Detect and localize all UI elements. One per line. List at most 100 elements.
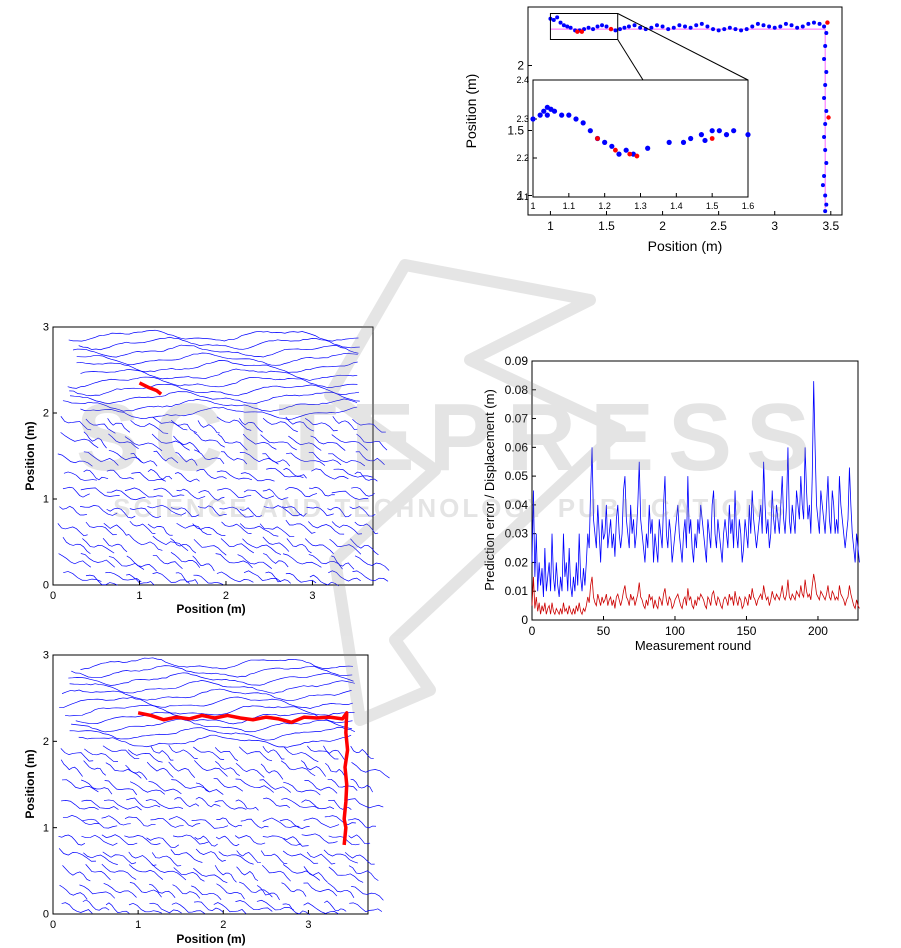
- trajectory-line: [128, 864, 164, 880]
- inset-estimate-point: [731, 128, 737, 134]
- trajectory-line: [103, 522, 130, 536]
- trajectory-line: [256, 899, 294, 911]
- trajectory-line: [105, 762, 142, 779]
- trajectory-line: [197, 505, 227, 517]
- trajectory-line: [239, 507, 262, 518]
- trajectory-line: [148, 883, 176, 898]
- trajectory-line: [59, 884, 88, 900]
- trajectory-line: [198, 490, 225, 501]
- trajectory-line: [331, 521, 362, 535]
- highlight-line: [138, 381, 163, 396]
- trajectory-line: [62, 865, 91, 882]
- trajectory-line: [82, 538, 115, 554]
- trajectory-line: [216, 883, 245, 900]
- x-tick-label: 1.3: [634, 201, 647, 211]
- trajectory-line: [168, 745, 198, 759]
- trajectory-line: [285, 519, 316, 534]
- trajectory-line: [104, 780, 138, 796]
- trajectory-line: [60, 748, 94, 762]
- inset-estimate-point: [723, 132, 730, 138]
- trajectory-line: [129, 882, 162, 898]
- inset-truth-point: [634, 153, 640, 159]
- trajectory-line: [350, 538, 379, 556]
- trajectory-line: [354, 521, 379, 535]
- trajectory-line: [103, 882, 137, 898]
- trajectory-line: [307, 745, 339, 760]
- zoom-box: [549, 13, 619, 40]
- y-tick-label: 0.06: [505, 440, 529, 454]
- trajectory-line: [129, 534, 163, 551]
- estimate-point: [677, 23, 682, 28]
- trajectory-line: [235, 799, 259, 811]
- inset-estimate-point: [702, 137, 708, 144]
- estimate-point: [767, 24, 772, 29]
- x-tick-label: 1: [136, 590, 142, 602]
- trajectory-line: [124, 835, 161, 845]
- estimate-point: [744, 27, 749, 32]
- x-tick-label: 3.5: [822, 219, 839, 233]
- y-tick-label: 0.01: [505, 584, 529, 598]
- estimate-point: [671, 25, 676, 30]
- trajectory-line: [221, 521, 252, 534]
- estimate-point: [604, 24, 609, 29]
- estimate-point: [806, 21, 811, 26]
- trajectory-line: [304, 780, 338, 794]
- trajectory-line: [147, 504, 187, 516]
- trajectory-line: [328, 866, 364, 883]
- estimate-point: [772, 25, 777, 30]
- trajectory-line: [323, 849, 358, 864]
- tick-marks: 1 1.5 2 2.5 3 3.5 1 1.5 2: [507, 59, 839, 234]
- trajectory-line: [174, 797, 200, 808]
- trajectory-line: [80, 487, 120, 497]
- trajectory-line: [354, 471, 378, 482]
- trajectory-line: [217, 433, 248, 451]
- trajectory-line: [106, 469, 134, 480]
- trajectory-line: [150, 746, 174, 761]
- trajectory-line: [128, 902, 162, 914]
- trajectory-line: [192, 523, 226, 536]
- estimate-point: [824, 109, 829, 113]
- y-axis-label: Position (m): [23, 749, 37, 818]
- trajectory-line: [328, 570, 361, 582]
- trajectory-line: [350, 778, 373, 793]
- trajectory-line: [81, 834, 118, 846]
- trajectory-line: [235, 778, 274, 793]
- x-tick-label: 1.4: [670, 201, 683, 211]
- trajectory-line: [57, 523, 88, 537]
- y-tick-label: 0.02: [505, 555, 529, 569]
- trajectory-line: [303, 866, 328, 883]
- trajectory-line: [69, 680, 355, 694]
- trajectory-line: [70, 391, 360, 404]
- trajectory-line: [325, 762, 348, 779]
- inset-estimate-point: [609, 143, 615, 149]
- trajectory-line: [282, 553, 322, 568]
- trajectory-line: [71, 665, 353, 678]
- trajectory-line: [83, 760, 106, 776]
- trajectory-line: [108, 433, 139, 450]
- trajectory-line: [152, 416, 188, 431]
- trajectory-line: [60, 759, 83, 777]
- zoom-connector: [617, 39, 644, 81]
- trajectory-line: [280, 760, 316, 777]
- trajectory-line: [172, 834, 209, 845]
- estimate-point: [705, 24, 710, 29]
- trajectory-line: [216, 817, 243, 828]
- trajectory-line: [83, 469, 109, 481]
- trajectory-line: [219, 506, 254, 518]
- x-tick-label: 200: [808, 624, 828, 638]
- truth-point: [579, 29, 585, 34]
- y-tick-label: 0.08: [505, 383, 529, 397]
- trajectory-line: [151, 863, 187, 881]
- highlight-line: [137, 711, 350, 846]
- trajectory-line: [62, 537, 91, 555]
- trajectory-line: [171, 902, 205, 914]
- trajectory-line: [153, 487, 185, 497]
- trajectory-line: [235, 762, 265, 778]
- trajectory-line: [65, 704, 355, 717]
- estimate-point: [632, 23, 637, 28]
- estimate-point: [551, 18, 556, 22]
- trajectory-line: [193, 539, 227, 556]
- trajectory-line: [196, 469, 227, 480]
- tick-marks: 0 1 2 3 0 1 2 3: [43, 322, 316, 602]
- estimate-point: [755, 21, 760, 26]
